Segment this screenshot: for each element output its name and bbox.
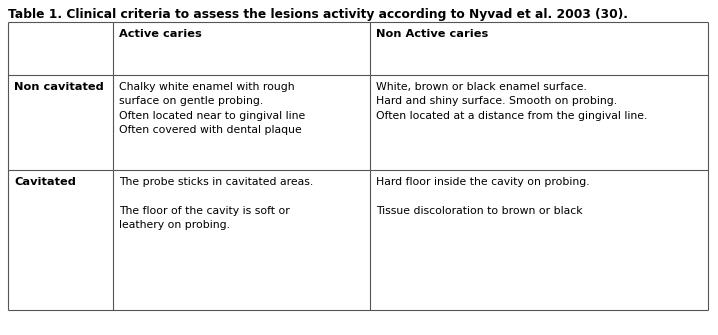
Text: Cavitated: Cavitated bbox=[14, 177, 76, 187]
Text: Non Active caries: Non Active caries bbox=[376, 29, 488, 39]
Text: Active caries: Active caries bbox=[119, 29, 202, 39]
Text: Hard floor inside the cavity on probing.

Tissue discoloration to brown or black: Hard floor inside the cavity on probing.… bbox=[376, 177, 589, 216]
Text: White, brown or black enamel surface.
Hard and shiny surface. Smooth on probing.: White, brown or black enamel surface. Ha… bbox=[376, 82, 648, 121]
Text: Chalky white enamel with rough
surface on gentle probing.
Often located near to : Chalky white enamel with rough surface o… bbox=[119, 82, 305, 135]
Text: Table 1. Clinical criteria to assess the lesions activity according to Nyvad et : Table 1. Clinical criteria to assess the… bbox=[8, 8, 628, 21]
Text: The probe sticks in cavitated areas.

The floor of the cavity is soft or
leather: The probe sticks in cavitated areas. The… bbox=[119, 177, 313, 230]
Text: Non cavitated: Non cavitated bbox=[14, 82, 103, 92]
